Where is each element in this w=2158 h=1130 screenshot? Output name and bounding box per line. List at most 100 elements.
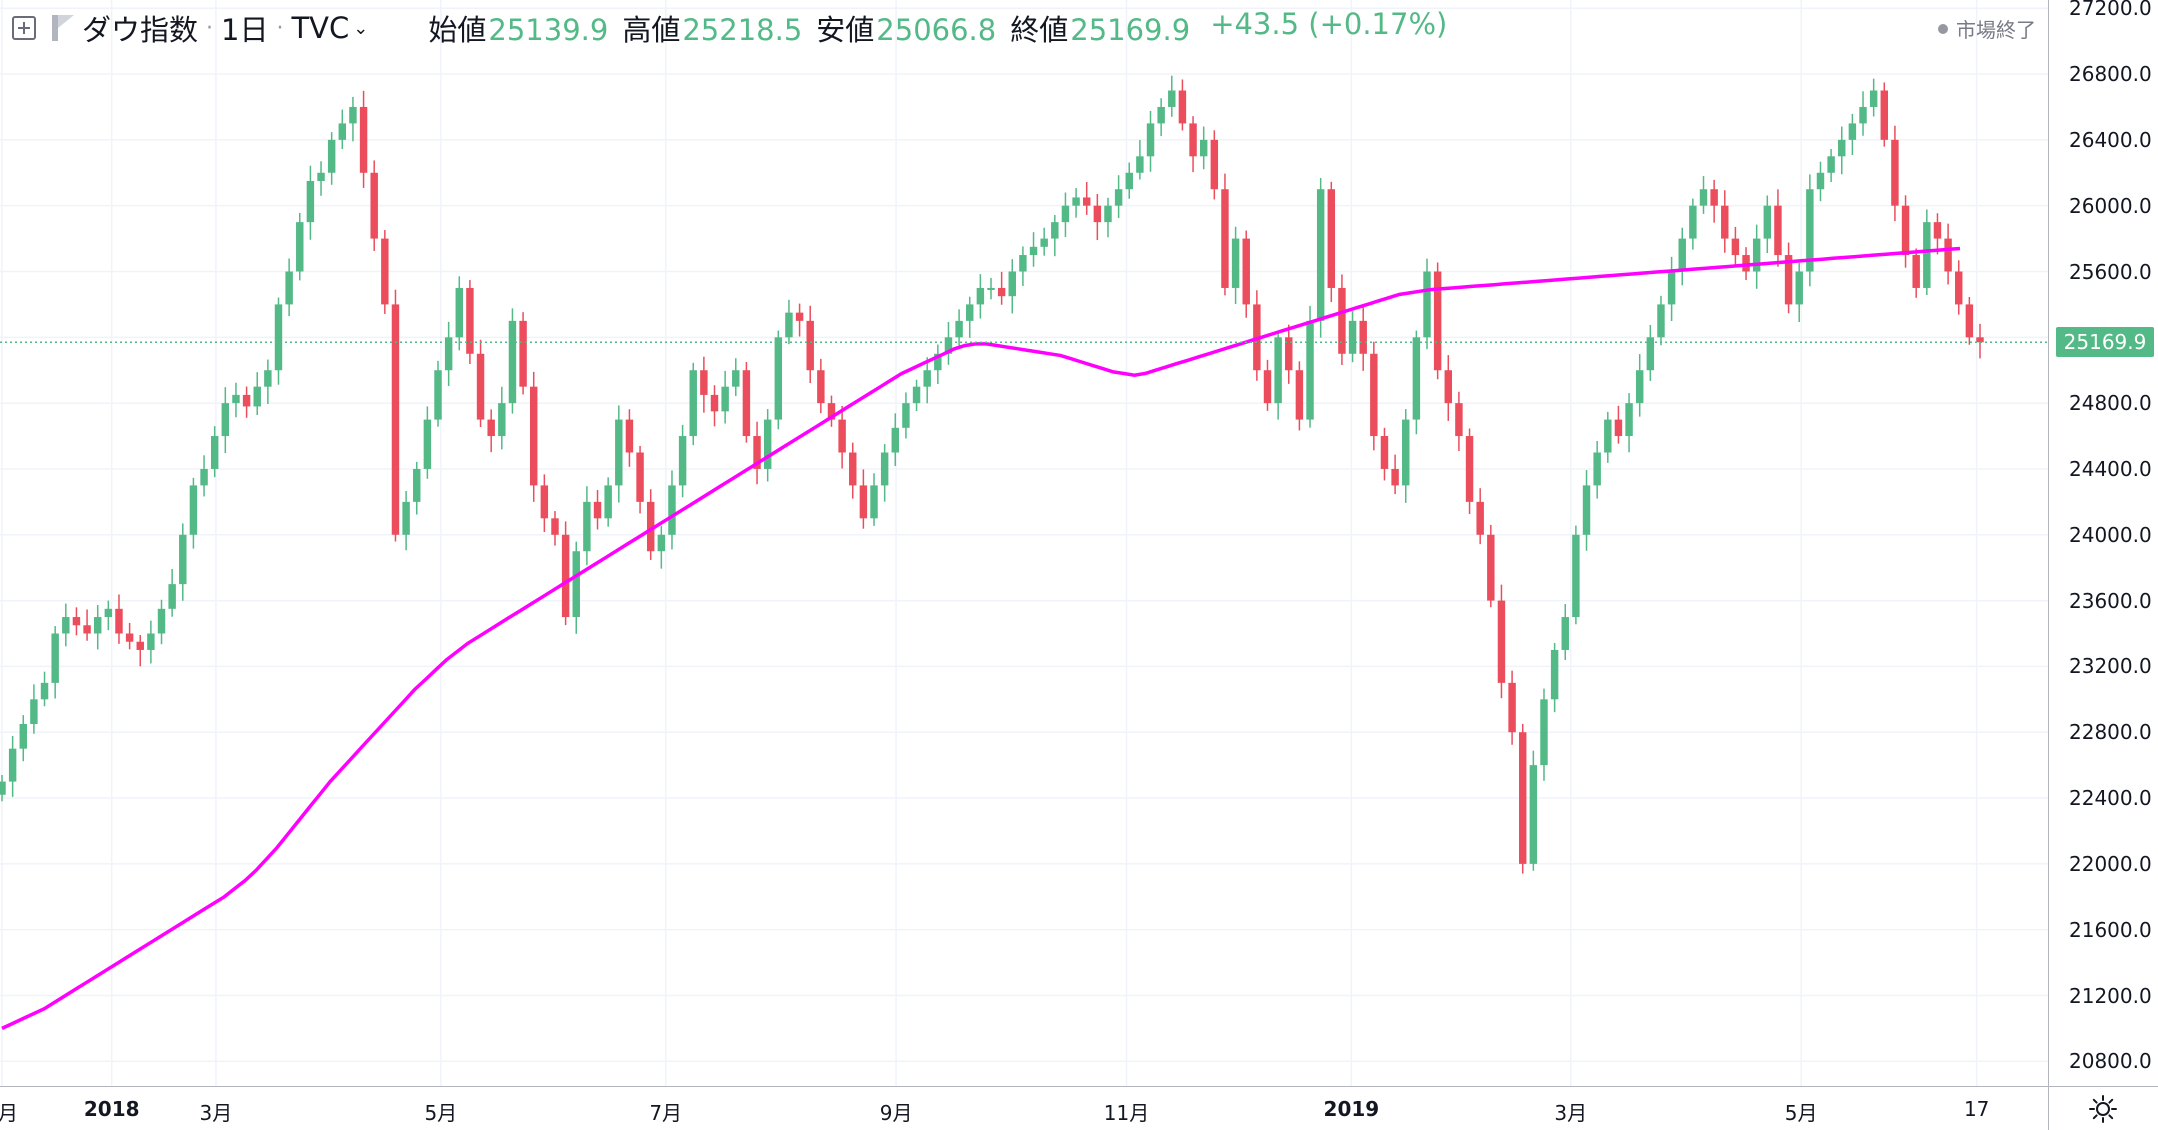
ohlc-values: 始値25139.9 高値25218.5 安値25066.8 終値25169.9 …	[428, 7, 1447, 49]
candle-body	[359, 106, 368, 173]
candle-body	[1199, 139, 1208, 157]
y-tick-label: 24000.0	[2069, 522, 2152, 547]
chart-plot-area[interactable]	[0, 0, 2048, 1086]
candle-body	[891, 427, 900, 453]
x-tick-label: 9月	[879, 1101, 913, 1125]
candle-body	[1816, 172, 1825, 190]
source-label[interactable]: TVC	[291, 11, 350, 45]
candle-body	[317, 172, 325, 181]
candle-body	[1869, 90, 1878, 107]
candle-body	[1784, 255, 1793, 305]
candle-body	[615, 419, 623, 486]
candle-body	[593, 501, 602, 519]
candle-body	[870, 485, 878, 519]
axis-corner	[2048, 1086, 2158, 1130]
candle-body	[147, 633, 155, 650]
candle-body	[1806, 189, 1814, 272]
candle-body	[1412, 337, 1421, 420]
y-tick-label: 25600.0	[2069, 259, 2152, 284]
candle-body	[827, 403, 836, 420]
settings-gear-icon[interactable]	[2088, 1094, 2118, 1124]
candle-body	[1178, 90, 1187, 124]
candle-body	[1189, 123, 1197, 157]
candle-body	[1433, 271, 1442, 371]
candle-body	[508, 320, 517, 404]
candle-body	[1370, 353, 1378, 437]
candle-body	[157, 608, 166, 634]
x-tick-label: 3月	[199, 1101, 233, 1125]
candle-body	[944, 337, 953, 354]
interval-label[interactable]: 1日	[221, 13, 269, 47]
candle-body	[1295, 370, 1304, 420]
candle-body	[30, 699, 38, 724]
candle-body	[955, 320, 963, 338]
y-tick-label: 21600.0	[2069, 917, 2152, 942]
x-tick-label: 2018	[83, 1097, 140, 1121]
expand-icon[interactable]	[12, 16, 36, 40]
candle-body	[763, 419, 772, 469]
candle-body	[1029, 246, 1038, 256]
candle-body	[1838, 139, 1846, 157]
flag-icon	[52, 15, 74, 41]
candle-body	[1221, 189, 1229, 288]
open-label: 始値	[428, 13, 487, 47]
x-tick-label: 月	[0, 1101, 18, 1125]
candle-body	[859, 485, 868, 519]
symbol-name[interactable]: ダウ指数	[82, 13, 199, 47]
candle-body	[1285, 337, 1293, 371]
candle-body	[1444, 370, 1453, 404]
candle-body	[646, 501, 655, 552]
candle-body	[572, 551, 580, 618]
candle-body	[1721, 205, 1729, 239]
candle-body	[349, 106, 357, 124]
candle-body	[1582, 485, 1591, 535]
y-tick-label: 24400.0	[2069, 456, 2152, 481]
candle-body	[1338, 287, 1346, 354]
candle-body	[1689, 205, 1697, 239]
candle-body	[62, 617, 70, 634]
chart-legend-header: ダウ指数 · 1日 · TVC ⌄ 始値25139.9 高値25218.5 安値…	[12, 7, 1447, 49]
candle-body	[1316, 189, 1325, 321]
candle-body	[104, 608, 113, 618]
y-tick-label: 23600.0	[2069, 588, 2152, 613]
candle-body	[1327, 189, 1336, 288]
candle-body	[189, 485, 198, 535]
candle-body	[1891, 139, 1899, 206]
candle-body	[976, 287, 985, 305]
status-dot-icon	[1938, 23, 1948, 34]
candle-body	[1359, 320, 1367, 354]
candle-body	[179, 534, 187, 585]
y-tick-label: 24800.0	[2069, 391, 2152, 416]
x-tick-label: 7月	[649, 1101, 683, 1125]
low-label: 安値	[816, 13, 875, 47]
candle-body	[1550, 649, 1559, 700]
candle-body	[232, 394, 240, 404]
candle-body	[1540, 699, 1548, 766]
time-axis[interactable]: 月 2018 3月 5月 7月 9月 11月 2019 3月 5月 17	[0, 1086, 2048, 1130]
candle-body	[1933, 222, 1942, 239]
high-value: 25218.5	[682, 13, 803, 47]
candle-body	[774, 337, 783, 420]
x-tick-label: 5月	[424, 1101, 458, 1125]
y-tick-label: 22400.0	[2069, 786, 2152, 811]
candle-body	[742, 370, 751, 437]
candle-body	[1795, 271, 1803, 305]
candle-body	[370, 172, 378, 239]
candle-body	[689, 370, 697, 437]
candle-body	[1912, 255, 1920, 288]
candle-body	[1306, 320, 1314, 420]
candle-body	[1635, 370, 1644, 404]
candle-body	[423, 419, 432, 469]
candle-body	[1774, 205, 1782, 256]
candle-body	[753, 436, 761, 469]
candle-body	[519, 320, 527, 387]
chevron-down-icon[interactable]: ⌄	[353, 17, 369, 39]
candle-body	[1699, 189, 1708, 206]
price-axis[interactable]: 27200.026800.026400.026000.025600.025200…	[2048, 0, 2158, 1086]
candle-body	[636, 452, 644, 502]
candle-body	[338, 123, 347, 140]
y-tick-label: 21200.0	[2069, 983, 2152, 1008]
candle-body	[210, 436, 219, 469]
candle-body	[583, 501, 591, 552]
candle-body	[1614, 419, 1623, 437]
